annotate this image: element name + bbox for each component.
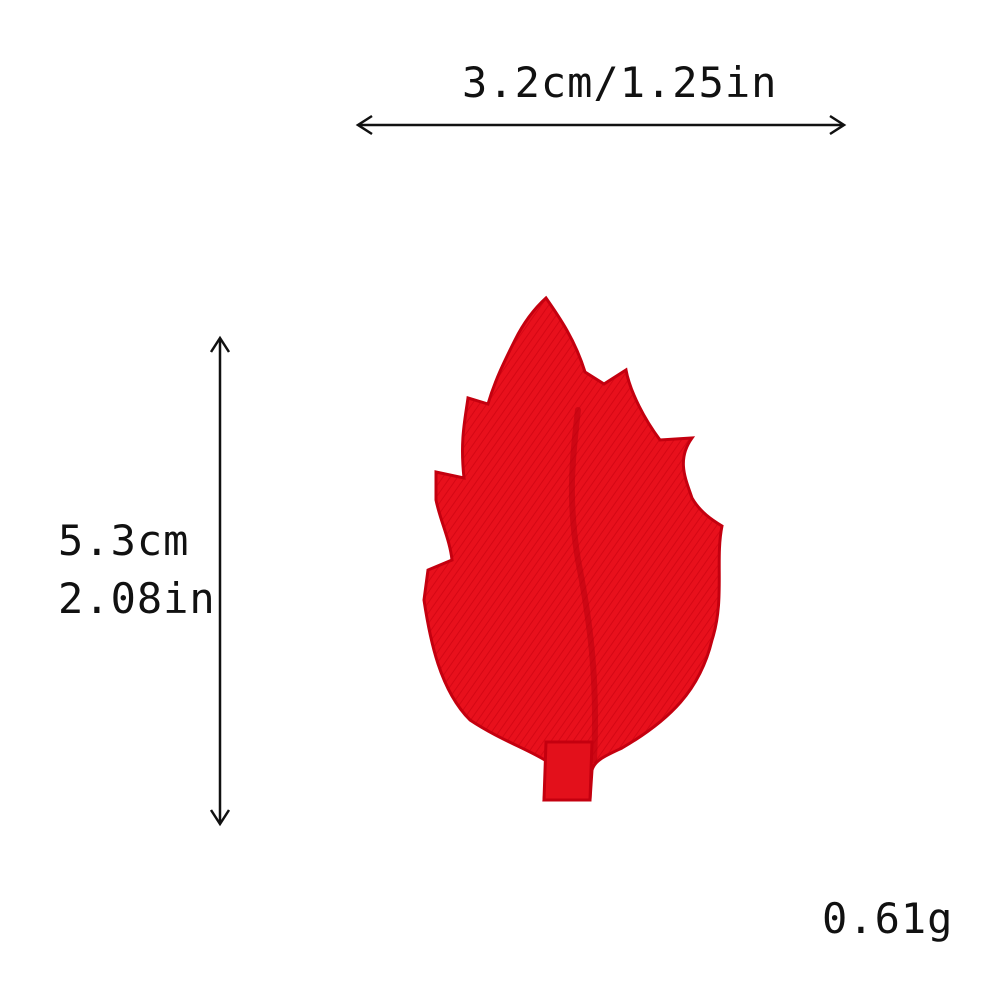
height-label-cm: 5.3cm	[58, 516, 190, 565]
height-label-in: 2.08in	[58, 574, 216, 623]
leaf-icon	[422, 295, 724, 802]
width-label: 3.2cm/1.25in	[462, 58, 778, 107]
leaf-vein	[568, 407, 599, 763]
width-arrow	[355, 114, 847, 136]
height-arrow	[209, 335, 231, 827]
leaf-stem	[542, 740, 594, 802]
weight-label: 0.61g	[822, 894, 954, 943]
leaf-blade	[422, 295, 724, 802]
